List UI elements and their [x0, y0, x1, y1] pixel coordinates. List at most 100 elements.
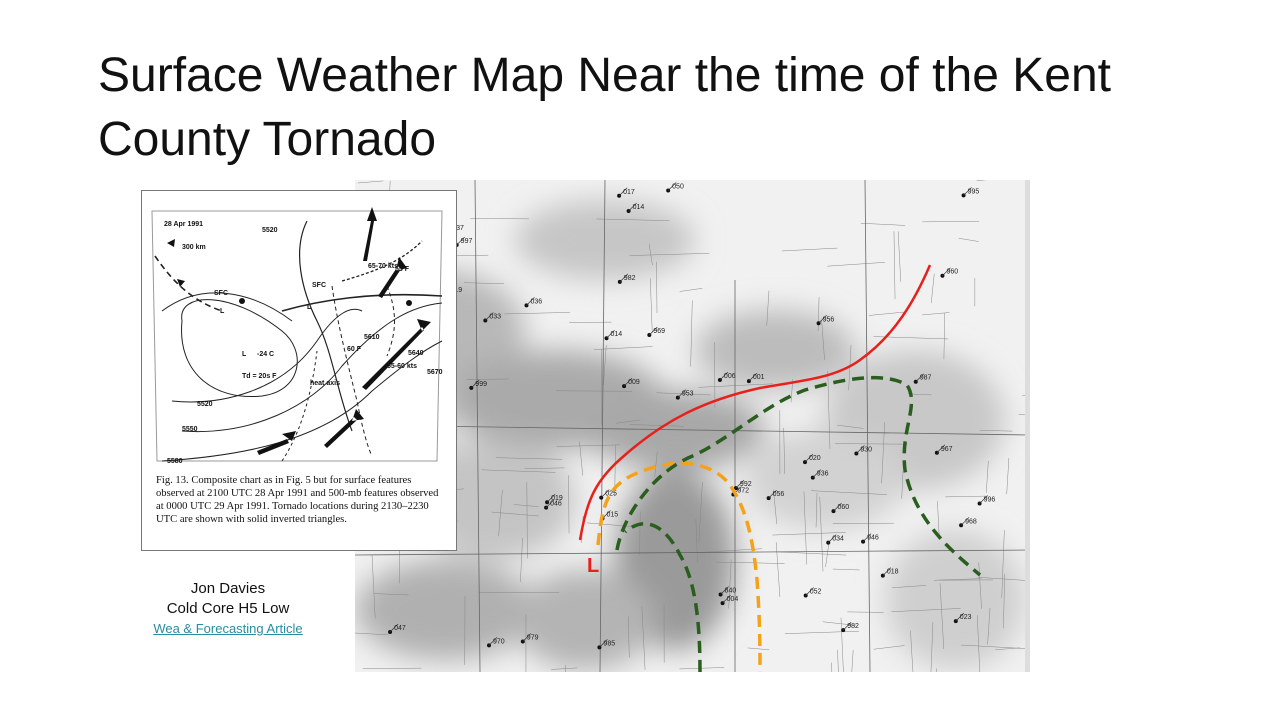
inset-label: 28 Apr 1991 — [164, 221, 203, 228]
boundary-line — [355, 632, 388, 636]
boundary-line — [1003, 574, 1005, 629]
boundary-line — [977, 615, 981, 672]
boundary-line — [815, 492, 818, 528]
wind-barb — [748, 372, 758, 382]
boundary-line — [629, 424, 684, 427]
boundary-line — [901, 471, 904, 499]
station-label: 047 — [394, 625, 406, 632]
trough-axis — [298, 220, 353, 432]
boundary-line — [504, 312, 571, 315]
front-symbol — [239, 298, 245, 304]
boundary-line — [1001, 530, 1005, 599]
boundary-line — [491, 511, 539, 517]
wind-barb — [649, 326, 658, 336]
front-symbol — [167, 239, 185, 287]
station-label: 019 — [551, 495, 563, 502]
boundary-line — [639, 511, 641, 556]
boundary-line — [766, 290, 770, 326]
wind-barb — [623, 377, 633, 387]
boundary-line — [698, 482, 703, 544]
boundary-line — [897, 231, 901, 282]
boundary-line — [819, 496, 824, 572]
wind-barb — [618, 187, 628, 197]
dryline — [596, 461, 762, 672]
boundary-line — [616, 419, 641, 424]
boundary-line — [817, 297, 820, 332]
station-label: 006 — [724, 373, 736, 380]
inset-figure: 28 Apr 1991 300 km 5520 SFC L SFC L L -24 C Td = … — [141, 190, 457, 551]
boundary-line — [587, 522, 635, 528]
boundary-line — [594, 346, 653, 350]
station-label: 056 — [773, 491, 785, 498]
wind-barb — [522, 633, 532, 642]
boundary-line — [922, 220, 980, 223]
boundary-line — [698, 383, 773, 388]
station-label: 036 — [530, 298, 542, 305]
boundary-line — [827, 262, 886, 267]
credit: Jon Davies Cold Core H5 Low Wea & Foreca… — [128, 579, 328, 639]
wind-barb — [856, 445, 865, 454]
boundary-line — [526, 482, 528, 559]
boundary-line — [715, 561, 785, 564]
inset-label: 55-60 kts — [387, 363, 417, 370]
station-label: 034 — [832, 536, 844, 543]
station-label: 970 — [493, 638, 505, 645]
cloud — [355, 560, 535, 660]
inset-label: -24 C — [257, 351, 274, 358]
station-label: 033 — [489, 314, 501, 321]
wind-barb — [833, 502, 842, 512]
wind-barb — [818, 315, 827, 324]
cold-front — [578, 264, 932, 541]
wind-barb — [719, 371, 729, 381]
boundary-line — [958, 237, 979, 242]
station-label: 014 — [611, 331, 623, 338]
wind-barb — [456, 236, 465, 246]
jet-arrow — [324, 409, 364, 448]
warm-front — [281, 293, 443, 312]
boundary-line — [835, 443, 908, 445]
boundary-line — [811, 490, 887, 495]
boundary-line — [679, 667, 725, 670]
inset-label: 300 km — [182, 244, 206, 251]
boundary-line — [579, 441, 583, 476]
boundary-line — [695, 518, 698, 563]
jet-arrow — [362, 319, 431, 390]
boundary-line — [697, 548, 763, 553]
wind-barb — [915, 373, 925, 382]
inset-label: L — [307, 304, 312, 311]
station-label: 982 — [847, 623, 859, 630]
station-label: 982 — [624, 275, 636, 282]
boundary-line — [822, 621, 856, 626]
wind-barb — [804, 453, 814, 463]
boundary-line — [362, 667, 422, 669]
station-label: 953 — [682, 391, 694, 398]
wind-barb — [599, 639, 608, 648]
boundary-line — [371, 554, 376, 619]
boundary-line — [781, 247, 838, 252]
boundary-line — [747, 647, 770, 651]
station-label: 018 — [887, 569, 899, 576]
article-link[interactable]: Wea & Forecasting Article — [153, 621, 303, 636]
front — [154, 255, 223, 312]
station-label: 930 — [860, 446, 872, 453]
heat-axis — [281, 350, 318, 462]
boundary-line — [881, 422, 885, 484]
inset-label: SFC — [312, 282, 326, 289]
boundary-line — [656, 392, 711, 396]
boundary-line — [464, 282, 505, 285]
boundary-line — [776, 551, 847, 556]
wind-barb — [735, 479, 745, 489]
boundary-line — [837, 649, 839, 672]
dryline — [331, 285, 373, 457]
inset-chart: 28 Apr 1991 300 km 5520 SFC L SFC L L -24 C Td = … — [151, 207, 443, 465]
boundary-line — [629, 253, 710, 256]
low-label: L — [587, 555, 599, 577]
boundary-line — [821, 320, 825, 360]
boundary-line — [910, 630, 914, 672]
station-label: 992 — [740, 481, 752, 488]
station-label: 020 — [809, 455, 821, 462]
wind-barb — [768, 489, 777, 499]
inset-label: 65-70 kts — [368, 263, 398, 270]
boundary-line — [922, 312, 950, 316]
